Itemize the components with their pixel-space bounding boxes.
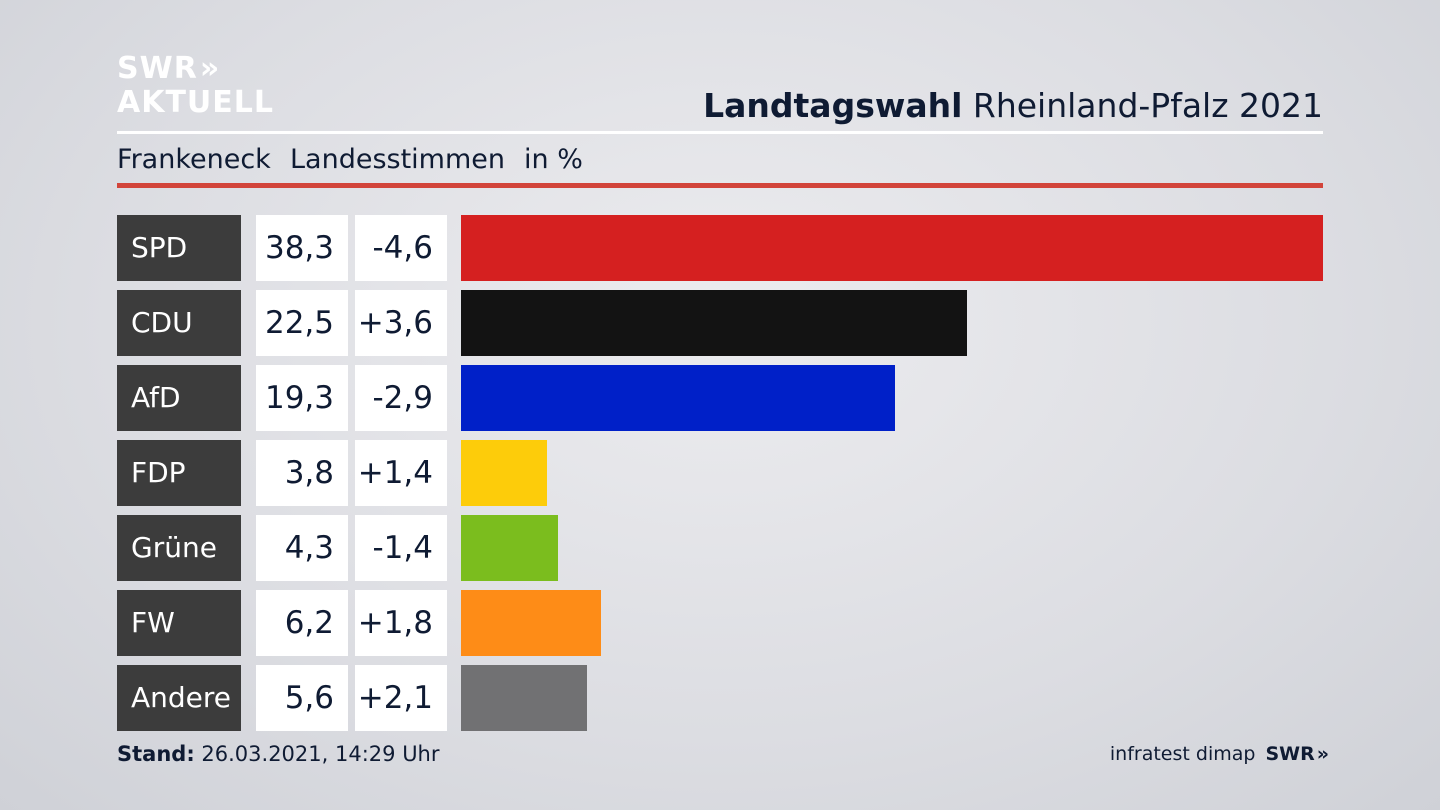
bar-row: AfD 19,3 -2,9: [117, 365, 1323, 431]
bar-row: SPD 38,3 -4,6: [117, 215, 1323, 281]
party-label: FW: [117, 590, 241, 656]
value-label: 19,3: [256, 365, 348, 431]
stand-label: Stand:: [117, 742, 195, 766]
bar: [461, 665, 587, 731]
party-label: FDP: [117, 440, 241, 506]
value-label: 4,3: [256, 515, 348, 581]
value-label: 22,5: [256, 290, 348, 356]
bar-row: FDP 3,8 +1,4: [117, 440, 1323, 506]
diff-label: -2,9: [355, 365, 447, 431]
bar: [461, 365, 895, 431]
title-regular: Rheinland-Pfalz 2021: [972, 86, 1323, 125]
value-label: 6,2: [256, 590, 348, 656]
subtitle-measure: Landesstimmen: [290, 144, 505, 175]
subtitle-divider: [117, 183, 1323, 188]
bar: [461, 515, 558, 581]
diff-label: +1,4: [355, 440, 447, 506]
swr-footer-text: SWR: [1265, 743, 1315, 765]
source-credit: infratest dimap SWR»: [1109, 739, 1330, 769]
diff-label: -1,4: [355, 515, 447, 581]
value-label: 5,6: [256, 665, 348, 731]
party-label: Andere: [117, 665, 241, 731]
bar-row: FW 6,2 +1,8: [117, 590, 1323, 656]
swr-footer-chevron-icon: »: [1316, 743, 1330, 765]
logo-line-1: SWR»: [117, 51, 220, 86]
diff-label: -4,6: [355, 215, 447, 281]
party-label: AfD: [117, 365, 241, 431]
logo-chevron-icon: »: [199, 51, 220, 86]
subtitle-place: Frankeneck: [117, 144, 271, 175]
party-label: CDU: [117, 290, 241, 356]
value-label: 38,3: [256, 215, 348, 281]
chart-title: Landtagswahl Rheinland-Pfalz 2021: [703, 84, 1323, 128]
title-divider: [117, 131, 1323, 134]
bar-row: Andere 5,6 +2,1: [117, 665, 1323, 731]
timestamp: Stand: 26.03.2021, 14:29 Uhr: [117, 739, 440, 769]
swr-aktuell-logo: SWR» AKTUELL: [117, 54, 287, 120]
swr-footer-logo: SWR»: [1265, 743, 1330, 765]
party-label: SPD: [117, 215, 241, 281]
title-bold: Landtagswahl: [703, 86, 963, 125]
diff-label: +1,8: [355, 590, 447, 656]
diff-label: +3,6: [355, 290, 447, 356]
stand-value: 26.03.2021, 14:29 Uhr: [201, 742, 440, 766]
bar: [461, 440, 547, 506]
subtitle-unit: in %: [524, 144, 583, 175]
source-text: infratest dimap: [1109, 743, 1256, 765]
party-label: Grüne: [117, 515, 241, 581]
bar: [461, 590, 601, 656]
value-label: 3,8: [256, 440, 348, 506]
diff-label: +2,1: [355, 665, 447, 731]
bar-row: CDU 22,5 +3,6: [117, 290, 1323, 356]
logo-aktuell-text: AKTUELL: [117, 85, 275, 120]
bar: [461, 215, 1323, 281]
logo-swr-text: SWR: [117, 51, 198, 86]
bar-row: Grüne 4,3 -1,4: [117, 515, 1323, 581]
bar: [461, 290, 967, 356]
